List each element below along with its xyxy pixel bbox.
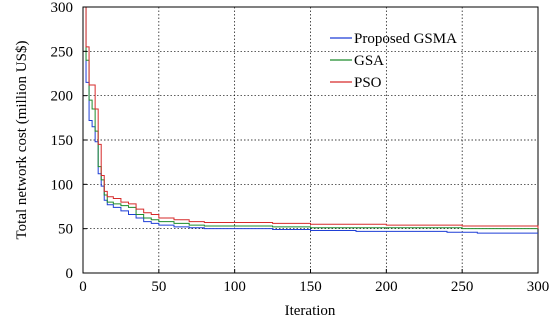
series-line-gsa	[83, 6, 538, 230]
x-tick-label: 250	[451, 279, 474, 295]
y-tick-label: 100	[51, 177, 74, 193]
y-tick-label: 200	[51, 89, 74, 105]
series-lines	[83, 6, 539, 234]
x-tick-label: 200	[375, 279, 398, 295]
series-line-pso	[83, 6, 539, 229]
legend-label-proposed-gsma: Proposed GSMA	[354, 31, 457, 47]
x-tick-label: 300	[527, 279, 550, 295]
x-axis-label: Iteration	[285, 303, 336, 319]
x-tick-label: 100	[223, 279, 246, 295]
x-tick-label: 50	[151, 279, 166, 295]
y-tick-label: 300	[51, 0, 74, 16]
legend-label-gsa: GSA	[354, 53, 384, 69]
y-axis-label: Total network cost (million US$)	[14, 41, 30, 240]
y-tick-label: 250	[51, 44, 74, 60]
axis-ticks: 0 50 100 150 200 250 300 0 50 100 150 200 250 300	[51, 0, 550, 295]
x-tick-label: 0	[79, 279, 87, 295]
y-tick-label: 50	[58, 222, 73, 238]
legend: Proposed GSMA GSA PSO	[330, 31, 457, 91]
x-tick-label: 150	[299, 279, 322, 295]
legend-label-pso: PSO	[354, 75, 382, 91]
y-tick-label: 150	[51, 133, 74, 149]
y-tick-label: 0	[66, 266, 74, 282]
